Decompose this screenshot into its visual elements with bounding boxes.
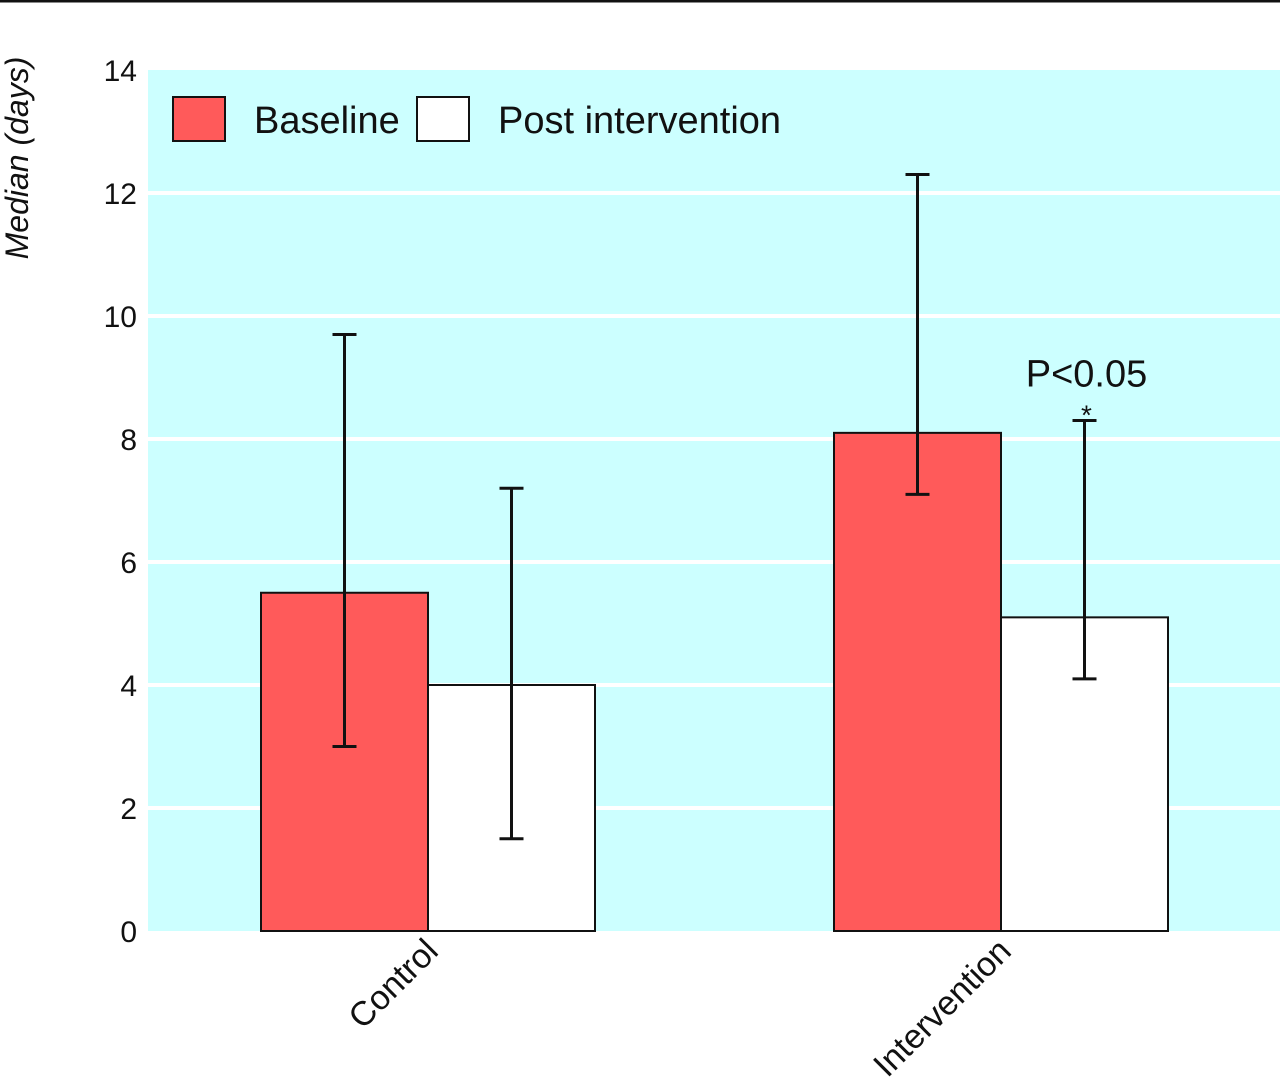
x-tick-label: Control	[341, 932, 445, 1036]
error-bars	[332, 173, 1097, 841]
significance-marker: *	[1081, 400, 1092, 431]
legend-swatch	[416, 96, 470, 142]
y-tick-label: 10	[104, 301, 137, 334]
y-tick-label: 8	[120, 424, 137, 457]
y-tick-label: 4	[120, 670, 137, 703]
legend-label: Baseline	[254, 100, 400, 142]
y-axis-label: Median (days)	[0, 57, 35, 260]
annotations: * P<0.05	[1026, 354, 1148, 431]
y-tick-label: 6	[120, 547, 137, 580]
legend-swatch	[172, 96, 226, 142]
bar-baseline	[833, 431, 1002, 932]
y-axis-ticks: 0 2 4 6 8 10 12 14	[104, 55, 137, 949]
p-value-annotation: P<0.05	[1026, 354, 1148, 396]
legend: Baseline Post intervention	[172, 96, 781, 142]
x-axis-ticks: Control Intervention	[341, 932, 1018, 1080]
y-tick-label: 0	[120, 916, 137, 949]
y-tick-label: 2	[120, 793, 137, 826]
y-tick-label: 12	[104, 178, 137, 211]
y-tick-label: 14	[104, 55, 137, 88]
legend-label: Post intervention	[498, 100, 781, 142]
x-tick-label: Intervention	[866, 932, 1019, 1080]
